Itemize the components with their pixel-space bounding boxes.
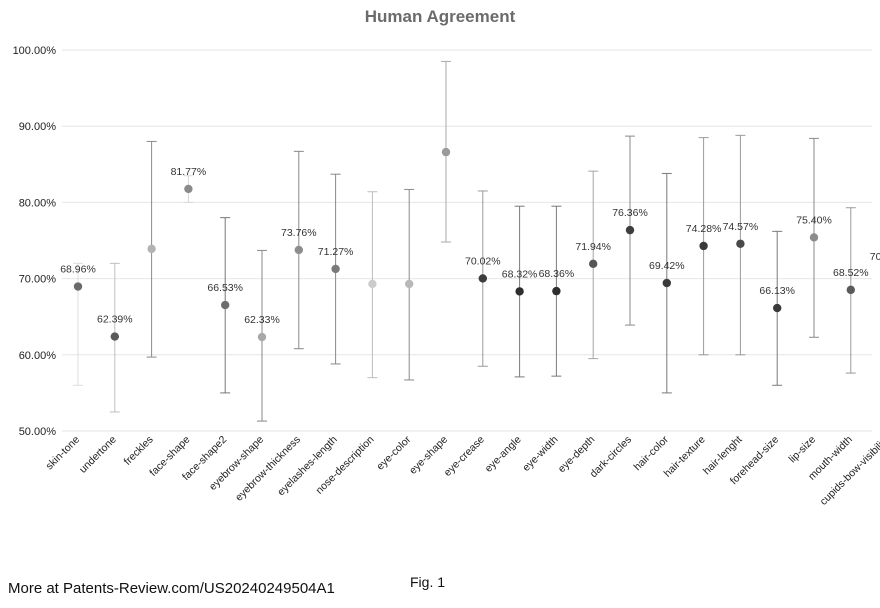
data-label: 74.57% <box>723 221 759 233</box>
human-agreement-chart: Human Agreement 50.00% 60.00% 70.00% 80.00%… <box>0 0 880 572</box>
data-point <box>810 233 818 241</box>
data-point <box>184 185 192 193</box>
data-label: 66.53% <box>207 282 243 294</box>
data-marks: 68.96% 62.39% 81.77% 66.53% 62.33% 73.76%71.2… <box>60 61 880 421</box>
data-label: 71.94% <box>575 241 611 253</box>
data-point <box>847 286 855 294</box>
data-point <box>699 242 707 250</box>
data-point <box>515 287 523 295</box>
data-point <box>736 240 744 248</box>
data-point <box>663 279 671 287</box>
data-label: 69.42% <box>649 260 685 272</box>
x-tick-label: eyebrow-thickness <box>233 434 303 504</box>
chart-title: Human Agreement <box>365 7 516 26</box>
y-tick-label: 90.00% <box>19 121 57 133</box>
data-label: 62.33% <box>244 314 280 326</box>
data-point <box>479 274 487 282</box>
data-point <box>74 282 82 290</box>
x-tick-label: freckles <box>122 434 156 468</box>
data-point <box>442 148 450 156</box>
data-point <box>221 301 229 309</box>
data-label: 66.13% <box>759 285 795 297</box>
data-label: 71.27% <box>318 246 354 258</box>
data-label: 76.36% <box>612 207 648 219</box>
data-label: 68.32% <box>502 268 538 280</box>
x-tick-label: eye-width <box>520 434 560 474</box>
data-point <box>773 304 781 312</box>
x-axis: skin-toneundertonefrecklesface-shapeface… <box>44 433 880 508</box>
y-tick-label: 70.00% <box>19 274 57 286</box>
x-tick-label: undertone <box>77 434 119 476</box>
x-tick-label: lip-size <box>787 434 819 466</box>
y-tick-label: 60.00% <box>19 350 57 362</box>
data-label: 74.28% <box>686 223 722 235</box>
data-label: 68.36% <box>539 268 575 280</box>
data-label: 70.02% <box>465 255 501 267</box>
data-point <box>552 287 560 295</box>
data-label: 68.52% <box>833 267 869 279</box>
y-tick-label: 100.00% <box>13 45 57 57</box>
y-tick-label: 50.00% <box>19 426 57 438</box>
data-point <box>405 280 413 288</box>
data-point <box>368 280 376 288</box>
data-point <box>258 333 266 341</box>
figure-label: Fig. 1 <box>410 574 445 590</box>
data-label: 73.76% <box>281 227 317 239</box>
y-axis: 50.00% 60.00% 70.00% 80.00% 90.00% 100.00% <box>13 45 57 438</box>
data-point <box>147 245 155 253</box>
data-label: 81.77% <box>171 166 207 178</box>
data-label: 75.40% <box>796 214 832 226</box>
data-point <box>295 246 303 254</box>
data-point <box>626 226 634 234</box>
gridlines <box>62 50 872 431</box>
source-footer: More at Patents-Review.com/US20240249504… <box>8 580 335 597</box>
x-tick-label: eye-angle <box>483 434 524 475</box>
data-label: 68.96% <box>60 264 96 276</box>
data-point <box>111 332 119 340</box>
data-point <box>331 265 339 273</box>
data-point <box>589 260 597 268</box>
y-tick-label: 80.00% <box>19 197 57 209</box>
data-label: 70.58% <box>870 251 880 263</box>
data-label: 62.39% <box>97 314 133 326</box>
x-tick-label: eye-crease <box>442 434 487 479</box>
